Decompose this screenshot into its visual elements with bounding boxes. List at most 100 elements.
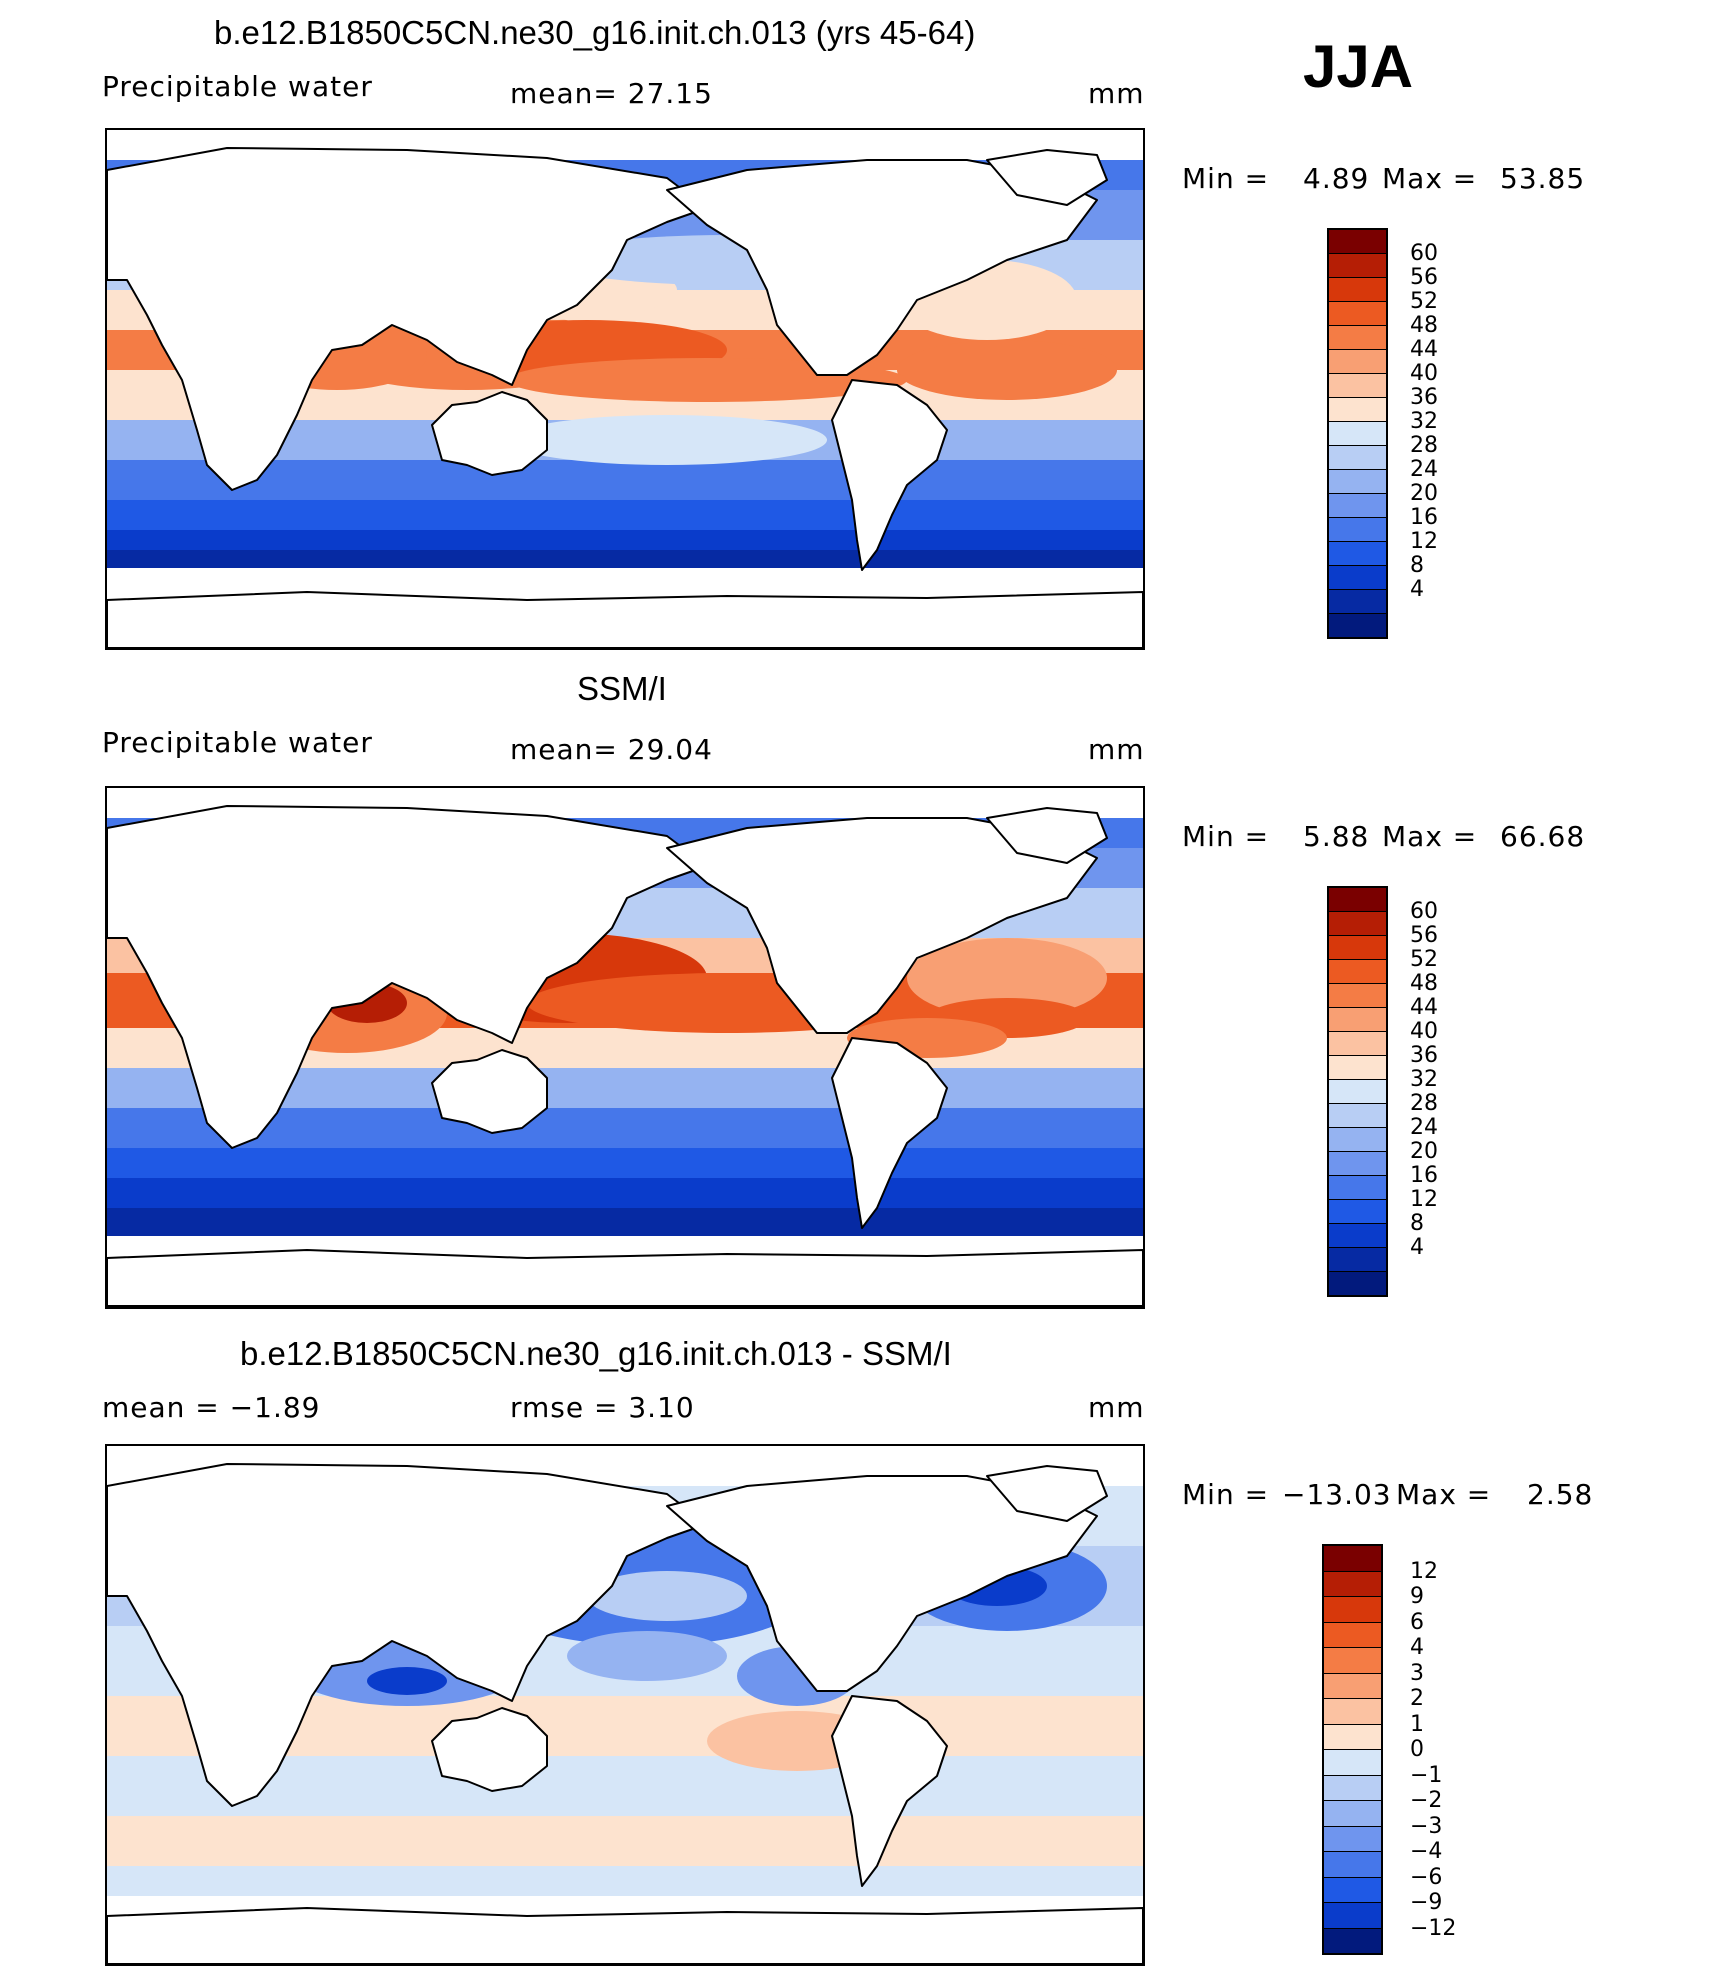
panel-3-rmse-label: rmse = 3.10	[510, 1391, 695, 1424]
colorbar-tick-label: 24	[1410, 457, 1438, 482]
colorbar-tick-label: 3	[1410, 1660, 1424, 1686]
colorbar-tick-label: 6	[1410, 1609, 1424, 1635]
colorbar-swatch	[1324, 1877, 1381, 1903]
colorbar-tick-label: 12	[1410, 1187, 1438, 1212]
colorbar-swatch	[1329, 984, 1386, 1008]
panel-1-mean-label: mean= 27.15	[510, 77, 713, 110]
colorbar-tick-label: 36	[1410, 385, 1438, 410]
colorbar-tick-label: 2	[1410, 1686, 1424, 1711]
colorbar-tick-label: 40	[1410, 361, 1438, 386]
colorbar-tick-label: 44	[1410, 337, 1438, 362]
colorbar-swatch	[1324, 1673, 1381, 1699]
field-band	[107, 1866, 1143, 1896]
panel-1-max-value: 53.85	[1500, 162, 1586, 195]
panel-1-variable-label: Precipitable water	[102, 70, 373, 103]
colorbar-swatch	[1324, 1571, 1381, 1597]
panel-2-title: SSM/I	[577, 670, 667, 707]
field-band	[107, 1148, 1143, 1178]
coastline	[986, 807, 1108, 864]
panel-3-units: mm	[1088, 1391, 1145, 1424]
colorbar-tick-label: −2	[1410, 1788, 1443, 1813]
colorbar-swatch	[1329, 542, 1386, 566]
colorbar-swatch	[1329, 230, 1386, 254]
colorbar-tick-label: 32	[1410, 409, 1438, 434]
colorbar-tick-label: 16	[1410, 505, 1438, 530]
colorbar-tick-label: 52	[1410, 947, 1438, 972]
panel-3-title: b.e12.B1850C5CN.ne30_g16.init.ch.013 - S…	[240, 1335, 952, 1372]
coastline	[431, 1049, 548, 1134]
colorbar-tick-label: −12	[1410, 1915, 1457, 1941]
colorbar-tick-label: 8	[1410, 553, 1424, 578]
colorbar-tick-label: 16	[1410, 1163, 1438, 1188]
panel-1-units: mm	[1088, 77, 1145, 110]
coastline	[666, 1475, 1098, 1692]
colorbar-tick-label: 56	[1410, 923, 1438, 948]
coastline	[986, 149, 1108, 206]
colorbar-tick-label: 4	[1410, 577, 1424, 602]
field-contour	[567, 1631, 727, 1681]
colorbar-tick-label: −1	[1410, 1762, 1443, 1788]
colorbar-swatch	[1324, 1622, 1381, 1648]
colorbar-tick-label: 12	[1410, 1558, 1438, 1584]
field-band	[107, 460, 1143, 500]
colorbar-swatch	[1329, 566, 1386, 590]
colorbar-swatch	[1324, 1597, 1381, 1623]
field-band	[107, 1108, 1143, 1148]
panel-3-map	[105, 1444, 1145, 1966]
coastline	[666, 817, 1098, 1034]
colorbar-swatch	[1324, 1801, 1381, 1827]
panel-2-colorbar	[1327, 886, 1388, 1297]
colorbar-swatch	[1324, 1648, 1381, 1674]
panel-2-min-label: Min =	[1182, 820, 1270, 853]
colorbar-tick-label: 36	[1410, 1043, 1438, 1068]
panel-2-map	[105, 786, 1145, 1309]
colorbar-swatch	[1329, 888, 1386, 912]
panel-2-mean-label: mean= 29.04	[510, 733, 713, 766]
colorbar-swatch	[1329, 326, 1386, 350]
field-band	[107, 530, 1143, 550]
colorbar-swatch	[1329, 350, 1386, 374]
colorbar-tick-label: 48	[1410, 313, 1438, 338]
colorbar-swatch	[1329, 1224, 1386, 1248]
panel-1-max-label: Max =	[1382, 162, 1478, 195]
colorbar-tick-label: 0	[1410, 1737, 1424, 1762]
coastline	[431, 391, 548, 476]
colorbar-swatch	[1329, 494, 1386, 518]
panel-1-title: b.e12.B1850C5CN.ne30_g16.init.ch.013 (yr…	[214, 14, 976, 51]
colorbar-swatch	[1329, 422, 1386, 446]
panel-1-min-value: 4.89	[1303, 162, 1370, 195]
coastline	[831, 379, 948, 571]
colorbar-swatch	[1329, 1032, 1386, 1056]
colorbar-swatch	[1329, 1248, 1386, 1272]
colorbar-swatch	[1324, 1826, 1381, 1852]
coastline	[831, 1695, 948, 1887]
colorbar-tick-label: 40	[1410, 1019, 1438, 1044]
panel-2-min-value: 5.88	[1303, 820, 1370, 853]
panel-2-units: mm	[1088, 733, 1145, 766]
panel-3-mean-label: mean = −1.89	[102, 1391, 321, 1424]
colorbar-swatch	[1329, 470, 1386, 494]
colorbar-tick-label: 8	[1410, 1211, 1424, 1236]
colorbar-tick-label: −6	[1410, 1864, 1443, 1890]
colorbar-swatch	[1324, 1775, 1381, 1801]
colorbar-swatch	[1329, 1080, 1386, 1104]
coastline	[107, 1907, 1143, 1964]
colorbar-tick-label: 52	[1410, 289, 1438, 314]
colorbar-swatch	[1329, 1056, 1386, 1080]
coastline	[986, 1465, 1108, 1522]
colorbar-swatch	[1329, 446, 1386, 470]
colorbar-swatch	[1329, 374, 1386, 398]
field-band	[107, 500, 1143, 530]
panel-2-max-label: Max =	[1382, 820, 1478, 853]
panel-2-max-value: 66.68	[1500, 820, 1586, 853]
colorbar-tick-label: 60	[1410, 899, 1438, 924]
colorbar-swatch	[1329, 912, 1386, 936]
field-contour	[507, 415, 827, 465]
colorbar-tick-label: 60	[1410, 241, 1438, 266]
panel-2-map-canvas	[107, 788, 1143, 1307]
colorbar-tick-label: 9	[1410, 1584, 1424, 1609]
colorbar-tick-label: 20	[1410, 481, 1438, 506]
panel-3-max-label: Max =	[1396, 1478, 1492, 1511]
colorbar-swatch	[1329, 302, 1386, 326]
colorbar-swatch	[1329, 518, 1386, 542]
